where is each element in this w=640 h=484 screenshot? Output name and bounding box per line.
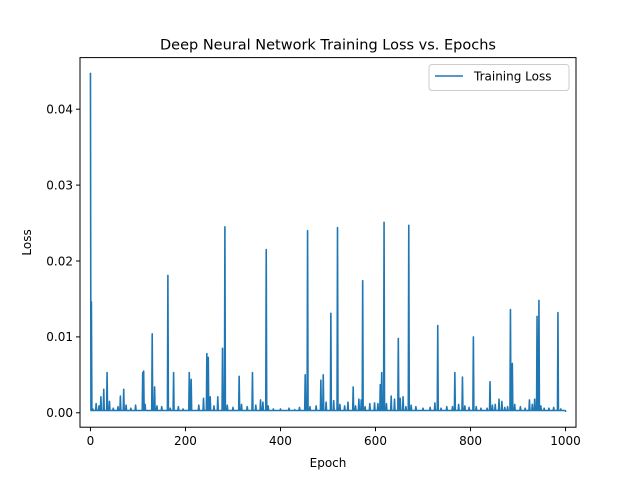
x-tick-label: 1000 bbox=[550, 434, 581, 448]
x-tick-label: 200 bbox=[174, 434, 197, 448]
y-tick-label: 0.02 bbox=[46, 254, 73, 268]
y-tick-label: 0.00 bbox=[46, 406, 73, 420]
axes-frame bbox=[79, 57, 577, 428]
x-axis-ticks: 0 200 400 600 800 1000 bbox=[87, 427, 581, 448]
y-axis-ticks: 0.00 0.01 0.02 0.03 0.04 bbox=[46, 103, 80, 420]
series-line-training-loss bbox=[89, 72, 567, 413]
y-tick-label: 0.01 bbox=[46, 330, 73, 344]
y-tick-label: 0.03 bbox=[46, 178, 73, 192]
legend: Training Loss bbox=[428, 64, 570, 91]
legend-label-training-loss: Training Loss bbox=[473, 70, 551, 84]
y-axis-label: Loss bbox=[20, 229, 34, 255]
plot-area bbox=[89, 72, 567, 413]
legend-box bbox=[428, 64, 570, 91]
x-tick-label: 800 bbox=[459, 434, 482, 448]
chart-title: Deep Neural Network Training Loss vs. Ep… bbox=[160, 38, 496, 54]
x-tick-label: 600 bbox=[364, 434, 387, 448]
x-tick-label: 0 bbox=[87, 434, 95, 448]
x-axis-label: Epoch bbox=[310, 456, 347, 470]
x-tick-label: 400 bbox=[269, 434, 292, 448]
y-tick-label: 0.04 bbox=[46, 103, 73, 117]
